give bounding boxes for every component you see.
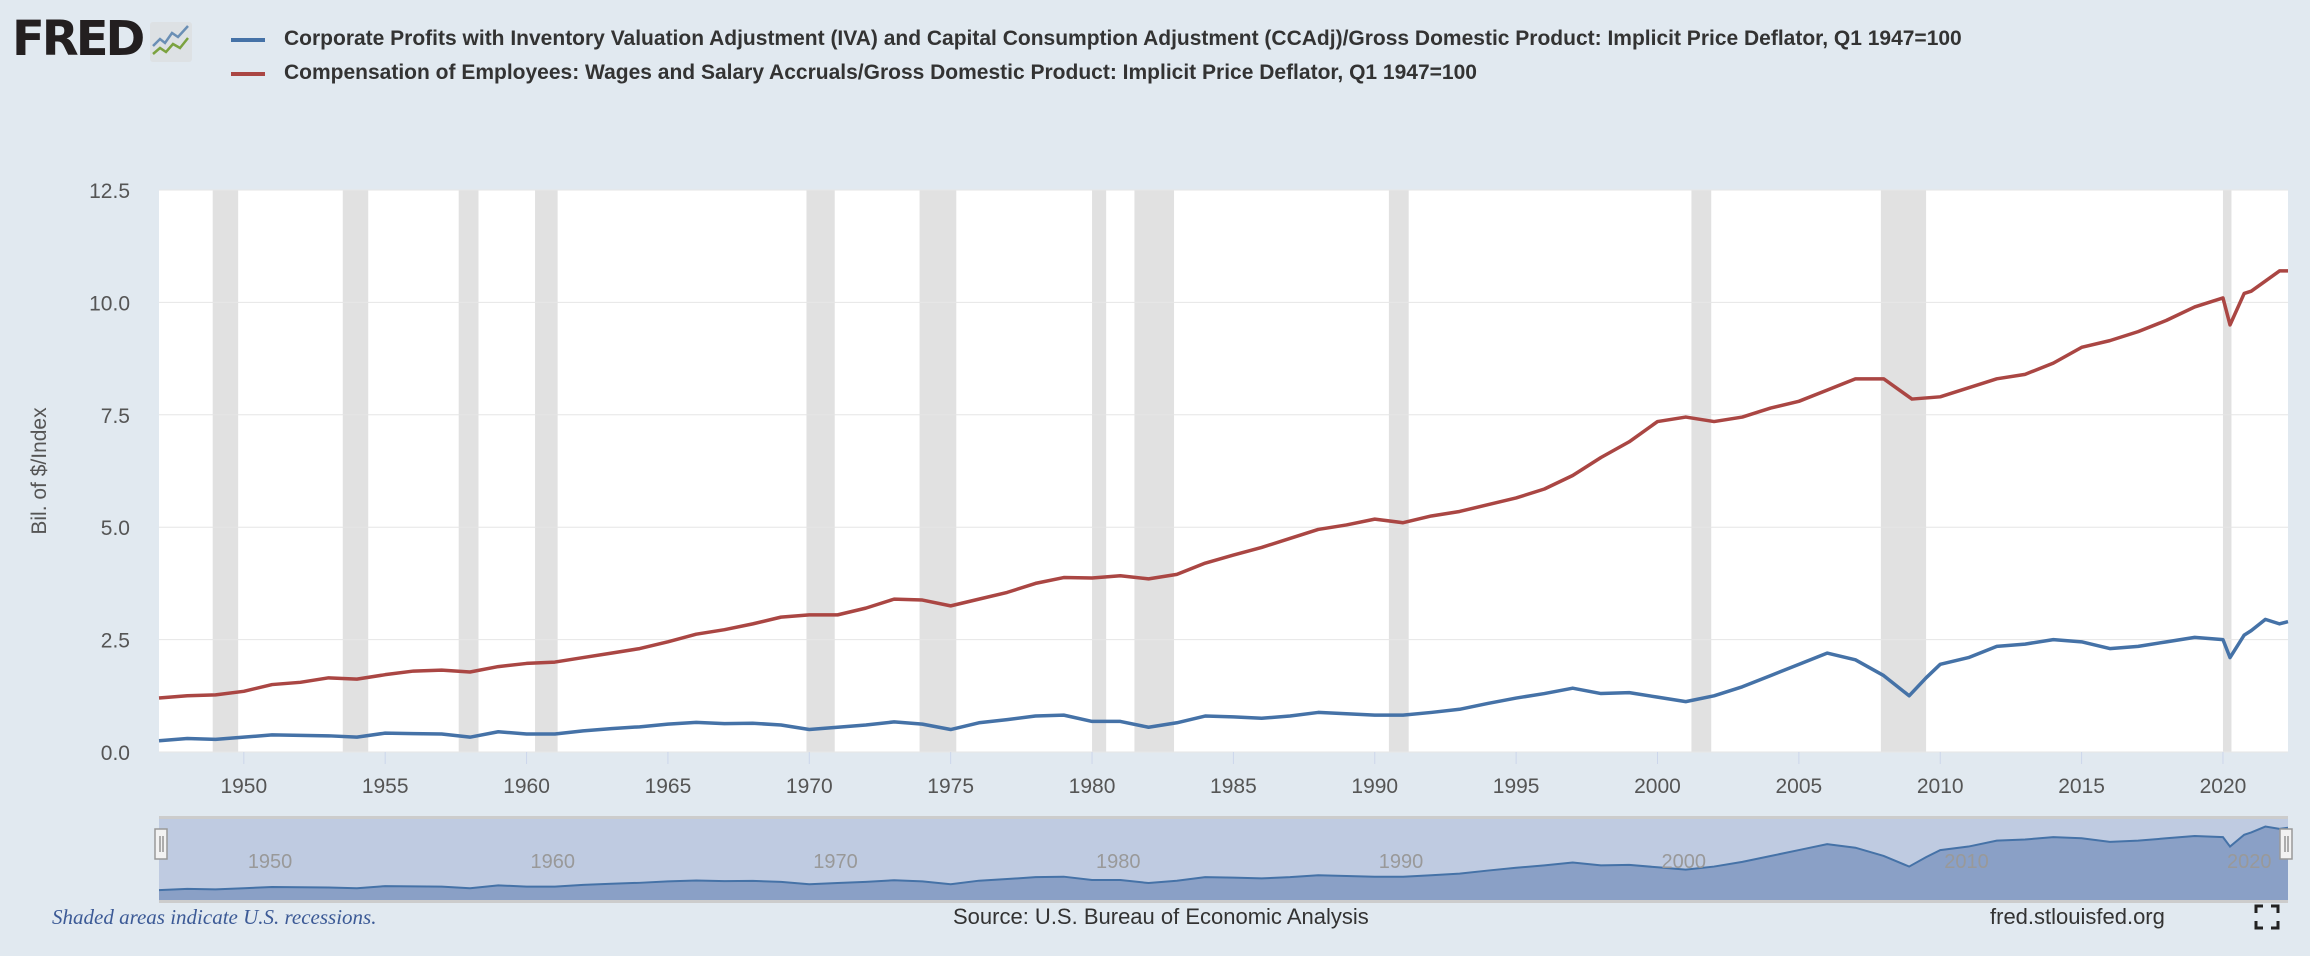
navigator-tick-label: 1960	[531, 851, 576, 873]
x-tick-label: 1985	[1210, 775, 1257, 798]
navigator-handle-right[interactable]	[2279, 828, 2293, 860]
navigator-tick-label: 2020	[2227, 851, 2272, 873]
x-tick-label: 1975	[927, 775, 974, 798]
series-line-corporate-profits	[158, 617, 2289, 743]
recession-band	[1134, 190, 1175, 752]
x-tick-label: 1960	[503, 775, 550, 798]
legend-swatch-red	[231, 72, 265, 76]
recession-note: Shaded areas indicate U.S. recessions.	[52, 905, 377, 929]
legend-swatch-blue	[231, 38, 265, 42]
fullscreen-icon[interactable]	[2254, 904, 2280, 930]
recession-band	[806, 190, 835, 752]
recession-band	[2222, 190, 2232, 752]
y-axis-label: Bil. of $/Index	[28, 407, 51, 535]
chart-logo-icon	[150, 22, 193, 62]
fred-logo-text: FRED	[12, 11, 145, 67]
navigator-tick-label: 2010	[1944, 851, 1989, 873]
x-tick-label: 2005	[1776, 775, 1823, 798]
navigator[interactable]: 1950 1960 1970 1980 1990 2000 2010 2020	[154, 816, 2293, 903]
recession-band	[212, 190, 239, 752]
series-line-compensation	[158, 269, 2288, 700]
legend-item-corporate-profits[interactable]: Corporate Profits with Inventory Valuati…	[231, 24, 2111, 54]
legend-item-compensation[interactable]: Compensation of Employees: Wages and Sal…	[231, 58, 2111, 88]
recession-band	[342, 190, 369, 752]
y-tick-label: 7.5	[101, 405, 130, 428]
y-tick-label: 0.0	[101, 742, 130, 765]
y-tick-label: 10.0	[89, 292, 130, 315]
plot-area	[159, 190, 2288, 752]
x-tick-label: 1950	[220, 775, 267, 798]
x-tick-label: 1965	[645, 775, 692, 798]
recession-band	[458, 190, 479, 752]
navigator-tick-label: 1980	[1096, 851, 1141, 873]
chart-legend: Corporate Profits with Inventory Valuati…	[231, 24, 2111, 92]
recession-band	[1388, 190, 1409, 752]
y-tick-label: 12.5	[89, 180, 130, 203]
x-tick-label: 2020	[2200, 775, 2247, 798]
x-tick-label: 2010	[1917, 775, 1964, 798]
x-tick-label: 2015	[2058, 775, 2105, 798]
legend-label: Corporate Profits with Inventory Valuati…	[284, 27, 1962, 50]
recession-band	[1092, 190, 1107, 752]
fred-logo[interactable]: FRED	[12, 11, 193, 67]
x-tick-label: 1990	[1351, 775, 1398, 798]
x-tick-label: 1980	[1069, 775, 1116, 798]
x-tick-label: 1970	[786, 775, 833, 798]
y-tick-label: 5.0	[101, 517, 130, 540]
x-tick-label: 1955	[362, 775, 409, 798]
recession-band	[1880, 190, 1927, 752]
navigator-tick-label: 1990	[1379, 851, 1424, 873]
x-tick-label: 2000	[1634, 775, 1681, 798]
navigator-tick-label: 1950	[248, 851, 293, 873]
navigator-line	[158, 825, 2289, 892]
navigator-tick-label: 1970	[813, 851, 858, 873]
navigator-handle-left[interactable]	[154, 828, 168, 860]
legend-label: Compensation of Employees: Wages and Sal…	[284, 61, 1477, 84]
x-tick-label: 1995	[1493, 775, 1540, 798]
source-text: Source: U.S. Bureau of Economic Analysis	[953, 904, 1369, 929]
y-tick-label: 2.5	[101, 630, 130, 653]
navigator-area	[159, 826, 2288, 900]
fred-url-link[interactable]: fred.stlouisfed.org	[1990, 904, 2165, 929]
navigator-tick-label: 2000	[1661, 851, 1706, 873]
recession-band	[1691, 190, 1712, 752]
recession-band	[535, 190, 558, 752]
recession-band	[919, 190, 957, 752]
